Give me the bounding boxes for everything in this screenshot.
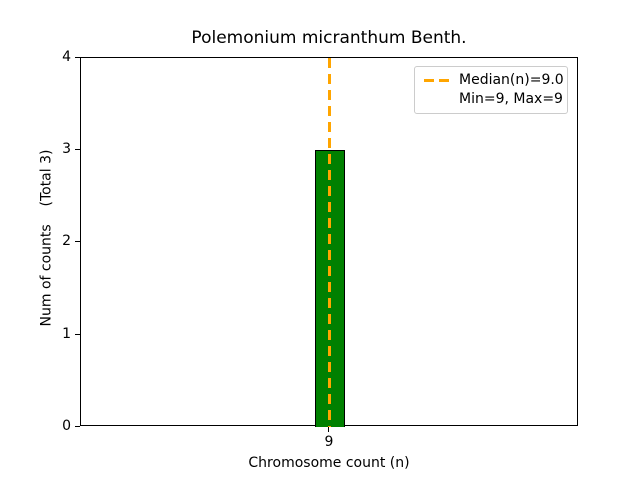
legend: Median(n)=9.0 Min=9, Max=9 <box>414 66 568 114</box>
legend-label-min-max: Min=9, Max=9 <box>459 91 563 107</box>
y-tick-mark-2 <box>75 241 80 242</box>
median-dashed-line <box>328 58 331 427</box>
y-tick-label-4: 4 <box>62 49 71 65</box>
y-axis-label: Num of counts (Total 3) <box>38 149 55 327</box>
legend-dashed-line-icon <box>424 79 452 82</box>
y-tick-mark-1 <box>75 334 80 335</box>
legend-entry-min-max: Min=9, Max=9 <box>424 90 563 109</box>
x-tick-mark-9 <box>328 427 329 432</box>
y-tick-mark-0 <box>75 426 80 427</box>
y-tick-label-0: 0 <box>62 418 71 434</box>
legend-entry-median: Median(n)=9.0 <box>424 71 564 90</box>
y-tick-label-2: 2 <box>62 233 71 249</box>
legend-label-median: Median(n)=9.0 <box>459 72 564 88</box>
y-tick-mark-3 <box>75 149 80 150</box>
x-axis-label: Chromosome count (n) <box>248 455 410 471</box>
y-tick-label-1: 1 <box>62 326 71 342</box>
chart-title: Polemonium micranthum Benth. <box>191 28 467 48</box>
x-tick-label-9: 9 <box>324 434 334 450</box>
plot-area: Median(n)=9.0 Min=9, Max=9 <box>80 57 578 427</box>
legend-empty-handle <box>424 98 452 101</box>
y-tick-mark-4 <box>75 57 80 58</box>
y-tick-label-3: 3 <box>62 141 71 157</box>
